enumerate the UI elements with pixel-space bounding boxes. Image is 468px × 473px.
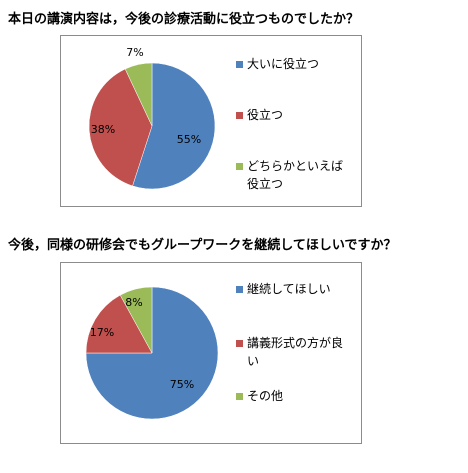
chart2-slice-label-1: 17% xyxy=(90,326,114,339)
chart1-legend-swatch-0 xyxy=(236,61,243,68)
chart2-legend-label-0: 継続してほしい xyxy=(247,282,331,296)
chart1-slice-label-0: 55% xyxy=(177,133,201,146)
chart1-container: 55% 38% 7% 大いに役立つ 役立つ どちらかといえば 役立つ xyxy=(60,35,362,207)
chart2-legend-label-2: その他 xyxy=(247,389,284,403)
chart1-legend-label-2b: 役立つ xyxy=(247,177,284,191)
chart2-legend-label-1b: い xyxy=(247,354,260,368)
chart1-legend-swatch-2 xyxy=(236,163,243,170)
chart1-slice-0 xyxy=(132,62,216,190)
chart1-slice-label-1: 38% xyxy=(91,123,115,136)
chart2-slice-2 xyxy=(119,286,153,354)
chart2-slice-label-2: 8% xyxy=(125,296,142,309)
chart2-slice-label-0: 75% xyxy=(170,378,194,391)
chart1-slice-label-2: 7% xyxy=(126,46,143,59)
chart2-slice-0 xyxy=(85,286,219,420)
chart2-slice-1 xyxy=(85,294,153,354)
chart2-legend-label-1a: 講義形式の方が良 xyxy=(247,336,344,350)
chart1-title: 本日の講演内容は，今後の診療活動に役立つものでしたか？ xyxy=(8,12,360,27)
chart2-legend-swatch-0 xyxy=(236,286,243,293)
chart2-pie: 75% 17% 8% xyxy=(85,286,219,420)
chart1-legend-label-0: 大いに役立つ xyxy=(247,57,320,71)
chart1-legend-swatch-1 xyxy=(236,112,243,119)
chart1-legend-label-2a: どちらかといえば xyxy=(247,159,344,173)
chart1-legend-label-1: 役立つ xyxy=(247,108,284,122)
chart2-legend-swatch-1 xyxy=(236,340,243,347)
chart1-legend: 大いに役立つ 役立つ どちらかといえば 役立つ xyxy=(236,56,361,206)
chart1-slice-2 xyxy=(124,62,153,127)
chart1-pie: 55% 38% 7% xyxy=(88,46,216,190)
chart2-container: 75% 17% 8% 継続してほしい 講義形式の方が良 い その他 xyxy=(60,262,362,444)
chart2-legend: 継続してほしい 講義形式の方が良 い その他 xyxy=(236,281,361,441)
chart2-legend-swatch-2 xyxy=(236,393,243,400)
chart1-slice-1 xyxy=(88,68,153,187)
chart2-title: 今後，同様の研修会でもグループワークを継続してほしいですか？ xyxy=(8,238,397,253)
